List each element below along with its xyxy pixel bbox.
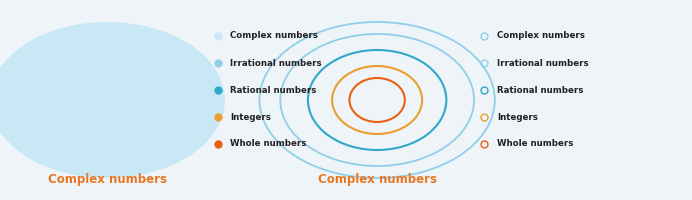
Text: Rational numbers: Rational numbers [230, 86, 317, 95]
Ellipse shape [80, 78, 135, 122]
Text: Complex numbers: Complex numbers [497, 31, 585, 40]
Ellipse shape [0, 22, 225, 178]
Ellipse shape [10, 34, 204, 166]
Ellipse shape [38, 50, 176, 150]
Text: Whole numbers: Whole numbers [230, 140, 307, 148]
Text: Complex numbers: Complex numbers [48, 173, 167, 186]
Ellipse shape [62, 66, 152, 134]
Text: Integers: Integers [497, 112, 538, 122]
Text: Whole numbers: Whole numbers [497, 140, 573, 148]
Text: Complex numbers: Complex numbers [230, 31, 318, 40]
Text: Complex numbers: Complex numbers [318, 173, 437, 186]
Text: Irrational numbers: Irrational numbers [497, 58, 588, 68]
Text: Integers: Integers [230, 112, 271, 122]
Text: Rational numbers: Rational numbers [497, 86, 583, 95]
Text: Irrational numbers: Irrational numbers [230, 58, 322, 68]
